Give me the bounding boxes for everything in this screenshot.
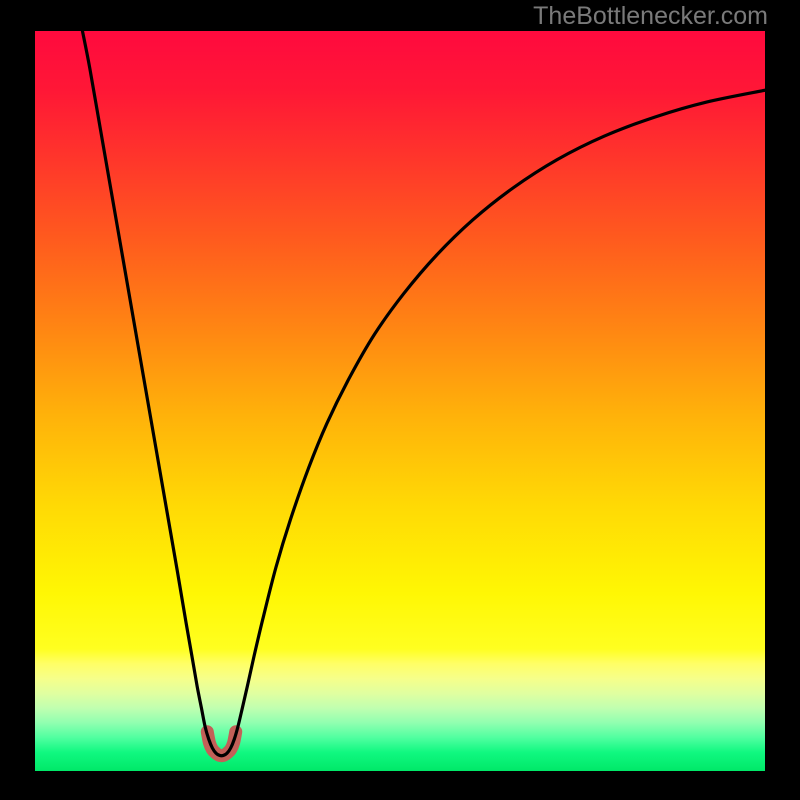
plot-svg [35,31,765,771]
gradient-background [35,31,765,771]
plot-area [35,31,765,771]
watermark-text: TheBottlenecker.com [533,2,768,31]
